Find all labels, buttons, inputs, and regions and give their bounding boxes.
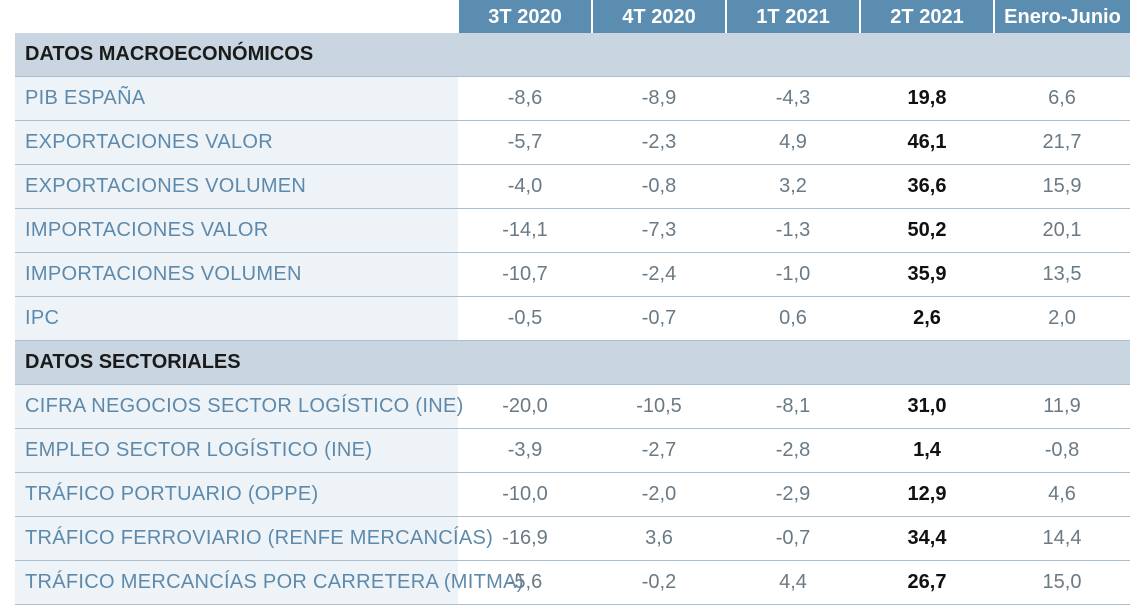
value-cell: -2,8 [726, 428, 860, 473]
highlight-value-cell: 26,7 [860, 560, 994, 605]
table-row: CIFRA NEGOCIOS SECTOR LOGÍSTICO (INE) -2… [15, 384, 1130, 429]
column-header: 3T 2020 [457, 0, 592, 33]
value-cell: -8,6 [458, 76, 592, 121]
value-cell: -0,8 [592, 164, 726, 209]
value-cell: -3,9 [458, 428, 592, 473]
value-cell: -4,0 [458, 164, 592, 209]
section-header-row: DATOS MACROECONÓMICOS [15, 33, 1130, 77]
row-label: EXPORTACIONES VOLUMEN [15, 164, 458, 209]
value-cell: -4,3 [726, 76, 860, 121]
header-blank-cell [15, 0, 458, 33]
highlight-value-cell: 35,9 [860, 252, 994, 297]
value-cell: -16,9 [458, 516, 592, 561]
value-cell: 4,4 [726, 560, 860, 605]
section-title: DATOS SECTORIALES [15, 340, 1130, 385]
column-header: Enero-Junio [993, 0, 1130, 33]
row-label: EXPORTACIONES VALOR [15, 120, 458, 165]
value-cell: 15,9 [994, 164, 1130, 209]
value-cell: -0,8 [994, 428, 1130, 473]
value-cell: -1,3 [726, 208, 860, 253]
highlight-value-cell: 2,6 [860, 296, 994, 341]
value-cell: -8,9 [592, 76, 726, 121]
value-cell: 14,4 [994, 516, 1130, 561]
value-cell: -5,7 [458, 120, 592, 165]
table-row: PIB ESPAÑA -8,6 -8,9 -4,3 19,8 6,6 [15, 76, 1130, 121]
row-label: CIFRA NEGOCIOS SECTOR LOGÍSTICO (INE) [15, 384, 463, 429]
value-cell: -0,2 [592, 560, 726, 605]
row-label: PIB ESPAÑA [15, 76, 458, 121]
value-cell: 3,2 [726, 164, 860, 209]
value-cell: -1,0 [726, 252, 860, 297]
row-label: TRÁFICO PORTUARIO (OPPE) [15, 472, 458, 517]
value-cell: 4,6 [994, 472, 1130, 517]
table-row: TRÁFICO MERCANCÍAS POR CARRETERA (MITMA)… [15, 560, 1130, 605]
header-row: 3T 2020 4T 2020 1T 2021 2T 2021 Enero-Ju… [15, 0, 1130, 33]
table-row: IMPORTACIONES VOLUMEN -10,7 -2,4 -1,0 35… [15, 252, 1130, 297]
highlight-value-cell: 12,9 [860, 472, 994, 517]
highlight-value-cell: 46,1 [860, 120, 994, 165]
highlight-value-cell: 19,8 [860, 76, 994, 121]
value-cell: 21,7 [994, 120, 1130, 165]
row-label: IMPORTACIONES VOLUMEN [15, 252, 458, 297]
value-cell: -14,1 [458, 208, 592, 253]
row-label: EMPLEO SECTOR LOGÍSTICO (INE) [15, 428, 458, 473]
row-label: IMPORTACIONES VALOR [15, 208, 458, 253]
value-cell: 2,0 [994, 296, 1130, 341]
value-cell: -2,0 [592, 472, 726, 517]
value-cell: -20,0 [458, 384, 592, 429]
value-cell: -8,1 [726, 384, 860, 429]
table-row: EXPORTACIONES VALOR -5,7 -2,3 4,9 46,1 2… [15, 120, 1130, 165]
value-cell: 13,5 [994, 252, 1130, 297]
section-title: DATOS MACROECONÓMICOS [15, 33, 1130, 77]
indicators-table: 3T 2020 4T 2020 1T 2021 2T 2021 Enero-Ju… [15, 0, 1130, 605]
value-cell: 4,9 [726, 120, 860, 165]
value-cell: 3,6 [592, 516, 726, 561]
value-cell: -10,5 [592, 384, 726, 429]
value-cell: -2,7 [592, 428, 726, 473]
value-cell: -2,9 [726, 472, 860, 517]
value-cell: 20,1 [994, 208, 1130, 253]
table-row: TRÁFICO FERROVIARIO (RENFE MERCANCÍAS) -… [15, 516, 1130, 561]
value-cell: 11,9 [994, 384, 1130, 429]
table-row: TRÁFICO PORTUARIO (OPPE) -10,0 -2,0 -2,9… [15, 472, 1130, 517]
value-cell: -10,0 [458, 472, 592, 517]
column-header: 4T 2020 [591, 0, 726, 33]
highlight-value-cell: 31,0 [860, 384, 994, 429]
value-cell: -7,3 [592, 208, 726, 253]
column-header: 2T 2021 [859, 0, 994, 33]
section-header-row: DATOS SECTORIALES [15, 340, 1130, 385]
value-cell: -2,3 [592, 120, 726, 165]
highlight-value-cell: 50,2 [860, 208, 994, 253]
value-cell: 15,0 [994, 560, 1130, 605]
value-cell: 6,6 [994, 76, 1130, 121]
table-row: IPC -0,5 -0,7 0,6 2,6 2,0 [15, 296, 1130, 341]
highlight-value-cell: 34,4 [860, 516, 994, 561]
row-label: TRÁFICO FERROVIARIO (RENFE MERCANCÍAS) [15, 516, 493, 561]
value-cell: -2,4 [592, 252, 726, 297]
highlight-value-cell: 36,6 [860, 164, 994, 209]
value-cell: -0,5 [458, 296, 592, 341]
value-cell: -0,7 [592, 296, 726, 341]
table-row: EMPLEO SECTOR LOGÍSTICO (INE) -3,9 -2,7 … [15, 428, 1130, 473]
table-row: IMPORTACIONES VALOR -14,1 -7,3 -1,3 50,2… [15, 208, 1130, 253]
row-label: IPC [15, 296, 458, 341]
table-row: EXPORTACIONES VOLUMEN -4,0 -0,8 3,2 36,6… [15, 164, 1130, 209]
column-header: 1T 2021 [725, 0, 860, 33]
value-cell: -10,7 [458, 252, 592, 297]
highlight-value-cell: 1,4 [860, 428, 994, 473]
row-label: TRÁFICO MERCANCÍAS POR CARRETERA (MITMA) [15, 560, 523, 605]
value-cell: -0,7 [726, 516, 860, 561]
value-cell: 0,6 [726, 296, 860, 341]
